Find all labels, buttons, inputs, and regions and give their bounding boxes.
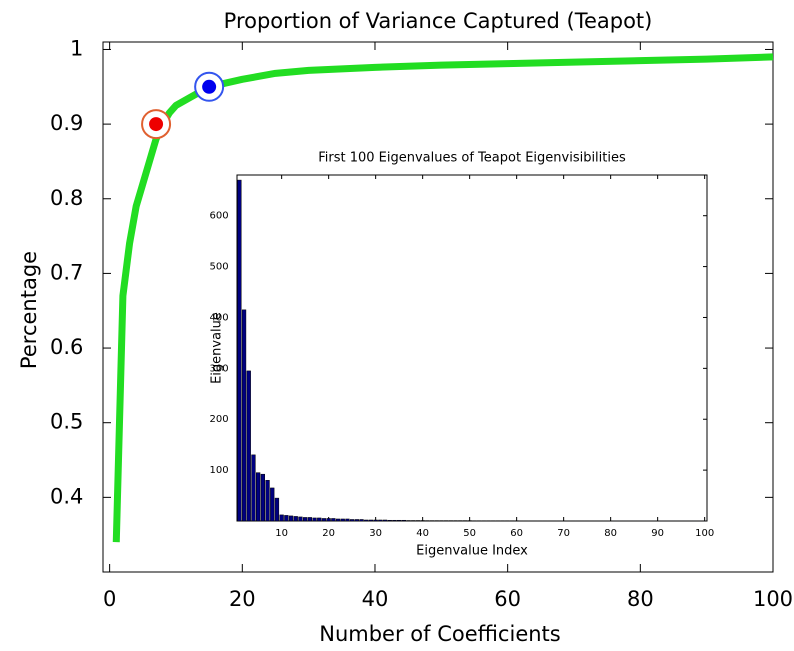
- bar: [411, 520, 416, 522]
- bar: [317, 517, 322, 522]
- chart-title: Proportion of Variance Captured (Teapot): [224, 9, 653, 33]
- bar: [265, 480, 270, 522]
- inset-title: First 100 Eigenvalues of Teapot Eigenvis…: [318, 151, 626, 166]
- y-tick-label: 0.4: [50, 484, 83, 508]
- bar: [237, 179, 242, 522]
- bar: [397, 519, 402, 522]
- x-tick-label: 40: [362, 587, 389, 611]
- bar: [256, 472, 261, 522]
- x-tick-label: 40: [416, 528, 429, 539]
- x-tick-label: 60: [494, 587, 521, 611]
- highlight-point: [202, 79, 217, 94]
- x-tick-label: 90: [651, 528, 664, 539]
- y-tick-label: 300: [210, 363, 229, 374]
- bar: [382, 519, 388, 522]
- bar: [364, 519, 369, 522]
- bar: [307, 517, 312, 522]
- x-tick-label: 20: [229, 587, 256, 611]
- y-tick-label: 0.8: [50, 186, 83, 210]
- bar: [279, 514, 284, 522]
- bar: [298, 516, 303, 522]
- x-tick-label: 60: [510, 528, 523, 539]
- bar: [354, 519, 359, 522]
- bar: [288, 515, 294, 522]
- bar: [406, 520, 411, 522]
- bar: [241, 309, 247, 522]
- inset-x-label: Eigenvalue Index: [416, 544, 528, 559]
- y-tick-label: 600: [210, 211, 229, 222]
- bar: [331, 518, 336, 522]
- x-tick-label: 80: [604, 528, 617, 539]
- x-tick-label: 100: [695, 528, 714, 539]
- y-tick-label: 0.9: [50, 111, 83, 135]
- bar: [326, 518, 331, 522]
- bar: [368, 519, 374, 522]
- y-tick-label: 0.7: [50, 260, 83, 284]
- x-tick-label: 80: [627, 587, 654, 611]
- inset-y-label: Eigenvalue: [210, 312, 225, 384]
- y-tick-label: 0.6: [50, 335, 83, 359]
- highlight-point: [149, 117, 164, 132]
- bar: [415, 520, 421, 522]
- y-tick-label: 500: [210, 262, 229, 273]
- bar: [420, 520, 425, 522]
- bar: [373, 519, 378, 522]
- bar: [293, 516, 298, 522]
- x-tick-label: 50: [463, 528, 476, 539]
- y-tick-label: 1: [70, 36, 83, 60]
- bar: [378, 519, 383, 522]
- bar: [303, 517, 308, 522]
- bar: [321, 518, 327, 522]
- x-tick-label: 10: [275, 528, 288, 539]
- bar: [340, 518, 345, 522]
- bar: [359, 519, 364, 522]
- bar: [401, 519, 406, 522]
- bar: [392, 519, 397, 522]
- x-tick-label: 70: [557, 528, 570, 539]
- y-tick-label: 0.5: [50, 410, 83, 434]
- bar: [251, 454, 256, 522]
- y-tick-label: 200: [210, 414, 229, 425]
- y-tick-label: 400: [210, 312, 229, 323]
- x-tick-label: 20: [322, 528, 335, 539]
- bar: [387, 519, 392, 522]
- x-tick-label: 30: [369, 528, 382, 539]
- bar: [312, 517, 317, 522]
- x-tick-label: 0: [103, 587, 116, 611]
- bar: [350, 519, 355, 522]
- x-axis-label: Number of Coefficients: [319, 622, 560, 646]
- bar: [335, 518, 341, 522]
- bar: [274, 497, 280, 522]
- bar: [345, 518, 350, 522]
- bar: [270, 487, 275, 522]
- bar: [260, 473, 265, 522]
- y-tick-label: 100: [210, 465, 229, 476]
- y-axis-label: Percentage: [17, 251, 41, 369]
- x-tick-label: 100: [753, 587, 793, 611]
- plot-frame: [236, 174, 708, 522]
- bar: [284, 515, 289, 522]
- bar: [246, 370, 251, 522]
